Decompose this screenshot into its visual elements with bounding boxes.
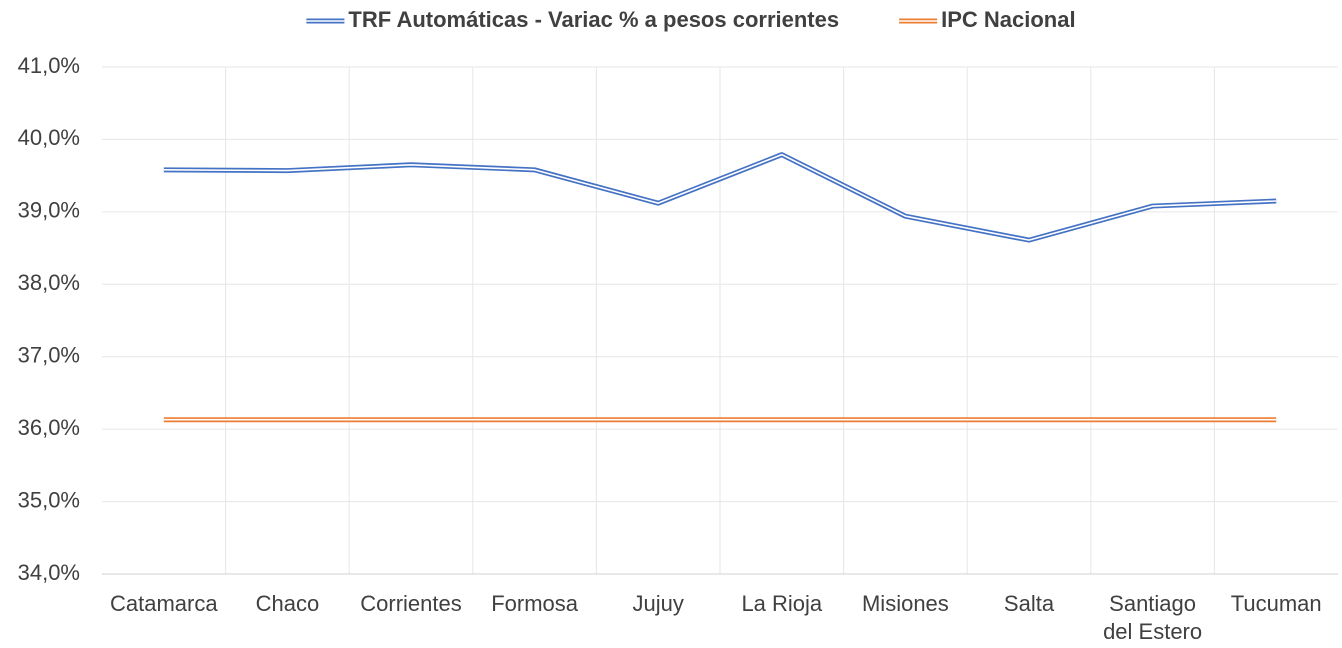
x-tick-label: Jujuy (632, 591, 684, 616)
x-tick-label: Misiones (861, 591, 949, 616)
series-line-inner (163, 153, 1277, 241)
x-tick-label: Corrientes (360, 591, 462, 616)
x-tick-label: Santiago del Estero (1103, 591, 1203, 644)
y-tick-label: 37,0% (18, 343, 80, 368)
y-tick-label: 40,0% (18, 125, 80, 150)
y-tick-label: 38,0% (18, 270, 80, 295)
x-tick-label: Salta (1003, 591, 1055, 616)
legend-label: IPC Nacional (941, 7, 1075, 32)
legend-label: TRF Automáticas - Variac % a pesos corri… (348, 7, 839, 32)
y-tick-label: 41,0% (18, 53, 80, 78)
y-tick-label: 39,0% (18, 198, 80, 223)
y-tick-label: 36,0% (18, 415, 80, 440)
y-tick-label: 34,0% (18, 560, 80, 585)
x-tick-label: Catamarca (110, 591, 218, 616)
x-tick-label: Formosa (491, 591, 578, 616)
x-tick-label: Chaco (255, 591, 320, 616)
x-tick-label: La Rioja (741, 591, 823, 616)
x-tick-label: Tucuman (1230, 591, 1322, 616)
y-tick-label: 35,0% (18, 487, 80, 512)
